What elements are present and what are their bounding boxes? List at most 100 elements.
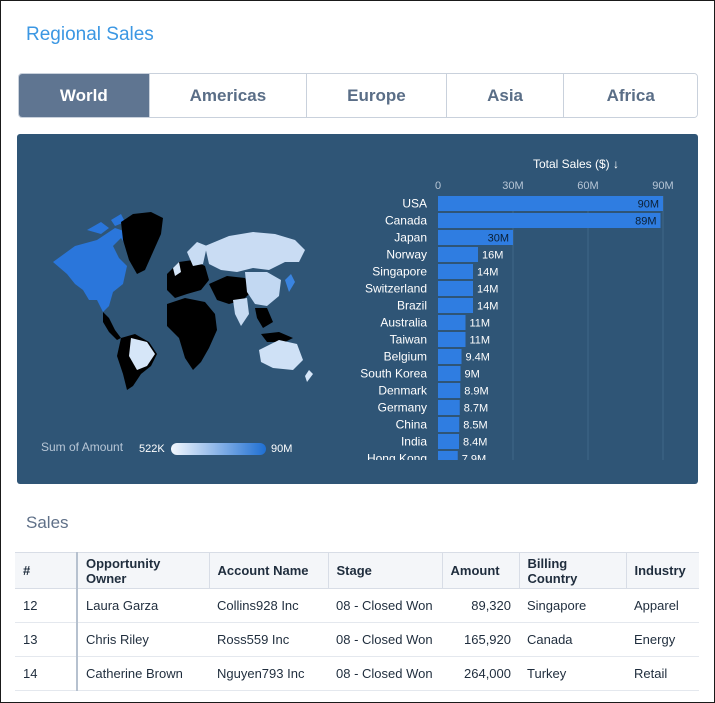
cell-billing-country: Singapore	[519, 588, 626, 623]
cell-industry: Apparel	[626, 588, 699, 623]
cell-index: 13	[15, 622, 78, 657]
x-tick-label: 90M	[652, 180, 673, 192]
data-label: 9M	[465, 369, 480, 381]
regional-sales-title: Regional Sales	[26, 24, 154, 45]
data-label: 90M	[638, 199, 659, 211]
column-header-billing-country[interactable]: Billing Country	[519, 552, 627, 589]
map-region-russia[interactable]	[205, 232, 305, 272]
bar[interactable]	[438, 332, 466, 347]
bar[interactable]	[438, 230, 513, 245]
cell-stage: 08 - Closed Won	[328, 656, 442, 691]
bar[interactable]	[438, 366, 461, 381]
data-label: 8.9M	[464, 386, 488, 398]
data-label: 11M	[470, 335, 491, 347]
tab-africa[interactable]: Africa	[564, 74, 697, 117]
column-header-industry[interactable]: Industry	[626, 552, 699, 589]
table-row[interactable]: 12 Laura Garza Collins928 Inc 08 - Close…	[15, 588, 699, 623]
column-header-amount[interactable]: Amount	[442, 552, 520, 589]
map-region-scandinavia[interactable]	[187, 242, 207, 266]
regional-sales-panel: Sum of Amount 522K 90M Total Sales ($) ↓…	[17, 134, 698, 484]
map-region-arctic-islands[interactable]	[87, 214, 125, 234]
bar[interactable]	[438, 315, 466, 330]
cell-index: 12	[15, 588, 78, 623]
category-label: Denmark	[378, 384, 428, 398]
cell-industry: Retail	[626, 656, 699, 691]
cell-amount: 165,920	[442, 622, 519, 657]
category-label: Australia	[380, 316, 427, 330]
cell-account-name: Collins928 Inc	[209, 588, 328, 623]
map-region-new-zealand[interactable]	[305, 370, 313, 382]
sales-title: Sales	[26, 513, 69, 532]
bar[interactable]	[438, 298, 473, 313]
map-region-middle-east[interactable]	[209, 276, 253, 304]
data-label: 14M	[477, 284, 498, 296]
map-region-greenland[interactable]	[121, 212, 163, 274]
map-region-india[interactable]	[233, 298, 249, 326]
category-label: Germany	[378, 401, 427, 415]
x-tick-label: 0	[435, 180, 441, 192]
chart-title: Total Sales ($) ↓	[533, 157, 619, 171]
table-row[interactable]: 14 Catherine Brown Nguyen793 Inc 08 - Cl…	[15, 656, 699, 691]
category-label: China	[396, 418, 428, 432]
bar[interactable]	[438, 349, 462, 364]
category-label: USA	[402, 197, 427, 211]
map-region-central-america[interactable]	[103, 312, 121, 340]
column-header-account-name[interactable]: Account Name	[209, 552, 329, 589]
map-region-east-asia[interactable]	[245, 272, 281, 306]
map-region-north-america[interactable]	[53, 228, 127, 312]
column-header-stage[interactable]: Stage	[328, 552, 443, 589]
cell-amount: 89,320	[442, 588, 519, 623]
bar[interactable]	[438, 264, 473, 279]
data-label: 16M	[482, 250, 503, 262]
tab-asia[interactable]: Asia	[446, 74, 565, 117]
cell-amount: 264,000	[442, 656, 519, 691]
bar[interactable]	[438, 196, 663, 211]
cell-billing-country: Canada	[519, 622, 626, 657]
bar[interactable]	[438, 213, 661, 228]
legend-min-value: 522K	[139, 443, 165, 455]
category-label: Hong Kong	[367, 452, 427, 465]
data-label: 7.9M	[462, 454, 486, 465]
bar[interactable]	[438, 400, 460, 415]
category-label: Brazil	[397, 299, 427, 313]
tab-world[interactable]: World	[19, 74, 150, 117]
cell-stage: 08 - Closed Won	[328, 622, 442, 657]
map-region-australia[interactable]	[259, 340, 303, 370]
tab-europe[interactable]: Europe	[307, 74, 447, 117]
cell-account-name: Ross559 Inc	[209, 622, 328, 657]
map-region-japan[interactable]	[285, 274, 295, 292]
map-region-africa[interactable]	[167, 298, 217, 370]
cell-account-name: Nguyen793 Inc	[209, 656, 328, 691]
cell-opportunity-owner: Catherine Brown	[77, 656, 209, 691]
bar[interactable]	[438, 417, 460, 432]
x-tick-label: 30M	[502, 180, 523, 192]
region-tabs: World Americas Europe Asia Africa	[18, 73, 698, 118]
data-label: 8.4M	[463, 437, 487, 449]
data-label: 30M	[488, 233, 509, 245]
table-row[interactable]: 13 Chris Riley Ross559 Inc 08 - Closed W…	[15, 622, 699, 657]
map-region-brazil[interactable]	[129, 338, 155, 370]
tab-americas[interactable]: Americas	[149, 74, 308, 117]
map-region-indonesia[interactable]	[261, 332, 293, 342]
table-header-row: # Opportunity Owner Account Name Stage A…	[15, 552, 699, 589]
bar[interactable]	[438, 383, 461, 398]
map-region-uk[interactable]	[173, 262, 181, 276]
column-header-index[interactable]: #	[15, 552, 78, 589]
cell-billing-country: Turkey	[519, 656, 626, 691]
map-region-se-asia[interactable]	[255, 308, 273, 328]
column-header-opportunity-owner[interactable]: Opportunity Owner	[77, 552, 210, 589]
bar[interactable]	[438, 281, 473, 296]
data-label: 11M	[470, 318, 491, 330]
bar[interactable]	[438, 434, 459, 449]
bar[interactable]	[438, 451, 458, 464]
data-label: 8.7M	[464, 403, 488, 415]
data-label: 8.5M	[463, 420, 487, 432]
data-label: 14M	[477, 267, 498, 279]
category-label: Singapore	[372, 265, 427, 279]
bars-group: USA 90M Canada 89M Japan 30M Norway 16M Singapor…	[360, 196, 663, 465]
world-map[interactable]	[17, 134, 317, 394]
legend-gradient-bar	[171, 443, 266, 455]
bar[interactable]	[438, 247, 478, 262]
legend-max-value: 90M	[271, 443, 293, 455]
x-tick-label: 60M	[577, 180, 598, 192]
